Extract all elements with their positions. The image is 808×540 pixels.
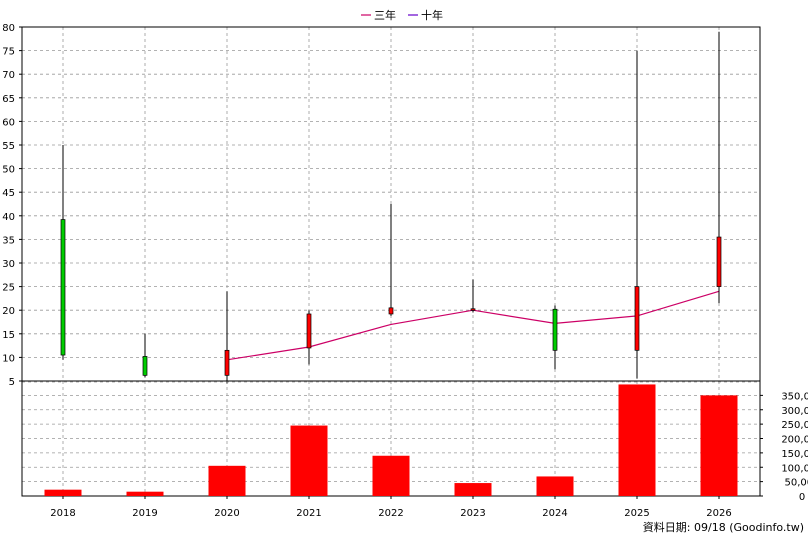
legend-ten-year-label: 十年 bbox=[421, 8, 443, 22]
volume-tick-label: 50,000 bbox=[785, 478, 808, 489]
volume-tick-label: 0 bbox=[799, 492, 805, 503]
volume-tick-label: 300,000 bbox=[781, 406, 808, 417]
candle-body bbox=[634, 286, 640, 351]
volume-bar bbox=[618, 384, 656, 496]
price-tick-label: 45 bbox=[2, 188, 15, 199]
x-axis: 2018 2019 2020 2021 2022 2023 2024 2025 2026 bbox=[50, 496, 732, 519]
price-tick-label: 30 bbox=[2, 259, 15, 270]
candle-body bbox=[60, 219, 66, 356]
x-tick-label: 2022 bbox=[378, 508, 403, 519]
x-tick-label: 2026 bbox=[706, 508, 731, 519]
volume-tick-label: 150,000 bbox=[781, 449, 808, 460]
price-tick-label: 10 bbox=[2, 353, 15, 364]
volume-bar bbox=[700, 395, 738, 496]
volume-panel: 0 50,000 100,000 150,000 200,000 250,000 300,0… bbox=[21, 380, 808, 503]
volume-bar bbox=[290, 425, 328, 496]
volume-tick-label: 200,000 bbox=[781, 435, 808, 446]
price-tick-label: 60 bbox=[2, 117, 15, 128]
volume-tick-label: 100,000 bbox=[781, 463, 808, 474]
candle-body bbox=[470, 308, 476, 311]
candle-body bbox=[388, 307, 394, 315]
legend-three-year-label: 三年 bbox=[374, 8, 396, 22]
x-tick-label: 2020 bbox=[214, 508, 239, 519]
candle-body bbox=[716, 236, 722, 287]
source-note: 資料日期: 09/18 (Goodinfo.tw) bbox=[643, 520, 804, 534]
price-tick-label: 15 bbox=[2, 330, 15, 341]
price-tick-label: 80 bbox=[2, 23, 15, 34]
volume-bar bbox=[454, 483, 492, 496]
volume-bar bbox=[536, 476, 574, 496]
price-tick-label: 40 bbox=[2, 212, 15, 223]
x-tick-label: 2021 bbox=[296, 508, 321, 519]
candle-body bbox=[224, 349, 230, 376]
volume-bar bbox=[372, 455, 410, 496]
price-tick-label: 65 bbox=[2, 94, 15, 105]
candle-body bbox=[306, 313, 312, 349]
volume-tick-label: 350,000 bbox=[781, 391, 808, 402]
price-tick-label: 5 bbox=[9, 377, 15, 388]
price-tick-label: 70 bbox=[2, 70, 15, 81]
price-tick-label: 20 bbox=[2, 306, 15, 317]
candle-body bbox=[142, 356, 148, 376]
price-tick-label: 25 bbox=[2, 283, 15, 294]
x-tick-label: 2024 bbox=[542, 508, 567, 519]
price-tick-label: 75 bbox=[2, 47, 15, 58]
x-tick-label: 2025 bbox=[624, 508, 649, 519]
volume-tick-label: 250,000 bbox=[781, 420, 808, 431]
x-tick-label: 2018 bbox=[50, 508, 75, 519]
volume-bar bbox=[44, 489, 82, 496]
price-tick-label: 55 bbox=[2, 141, 15, 152]
x-tick-label: 2023 bbox=[460, 508, 485, 519]
candle-body bbox=[552, 308, 558, 351]
price-tick-label: 50 bbox=[2, 165, 15, 176]
volume-bar bbox=[208, 465, 246, 496]
price-panel: 5 10 15 20 25 30 35 40 45 50 55 60 65 70 75 80 bbox=[2, 23, 761, 496]
volume-bar bbox=[126, 491, 164, 496]
price-tick-label: 35 bbox=[2, 235, 15, 246]
legend: 三年 十年 bbox=[361, 8, 443, 22]
x-tick-label: 2019 bbox=[132, 508, 157, 519]
